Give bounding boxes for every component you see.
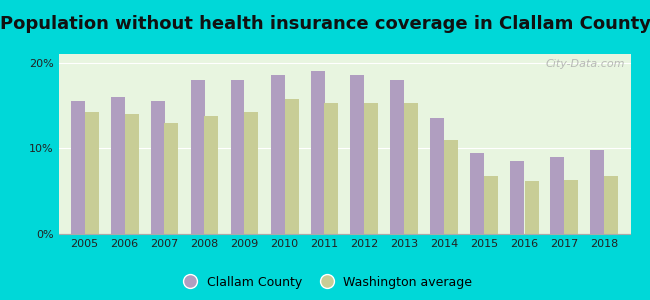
Bar xyxy=(285,99,298,234)
Bar xyxy=(471,153,484,234)
Bar xyxy=(590,150,605,234)
Bar xyxy=(84,112,99,234)
Bar xyxy=(484,176,499,234)
Bar xyxy=(604,176,619,234)
Text: City-Data.com: City-Data.com xyxy=(545,59,625,69)
Bar xyxy=(445,140,458,234)
Bar xyxy=(231,80,244,234)
Text: Population without health insurance coverage in Clallam County: Population without health insurance cove… xyxy=(0,15,650,33)
Bar xyxy=(111,97,125,234)
Bar xyxy=(164,123,179,234)
Bar xyxy=(365,103,378,234)
Bar xyxy=(551,157,564,234)
Bar xyxy=(525,181,538,234)
Bar xyxy=(311,71,324,234)
Bar xyxy=(205,116,218,234)
Bar xyxy=(125,114,138,234)
Bar xyxy=(190,80,205,234)
Bar xyxy=(244,112,259,234)
Bar xyxy=(350,75,365,234)
Bar xyxy=(564,180,579,234)
Bar xyxy=(430,118,445,234)
Bar xyxy=(391,80,404,234)
Bar xyxy=(270,75,285,234)
Legend: Clallam County, Washington average: Clallam County, Washington average xyxy=(173,271,477,294)
Bar xyxy=(404,103,419,234)
Bar xyxy=(151,101,164,234)
Bar xyxy=(324,103,339,234)
Bar xyxy=(510,161,525,234)
Bar xyxy=(70,101,84,234)
